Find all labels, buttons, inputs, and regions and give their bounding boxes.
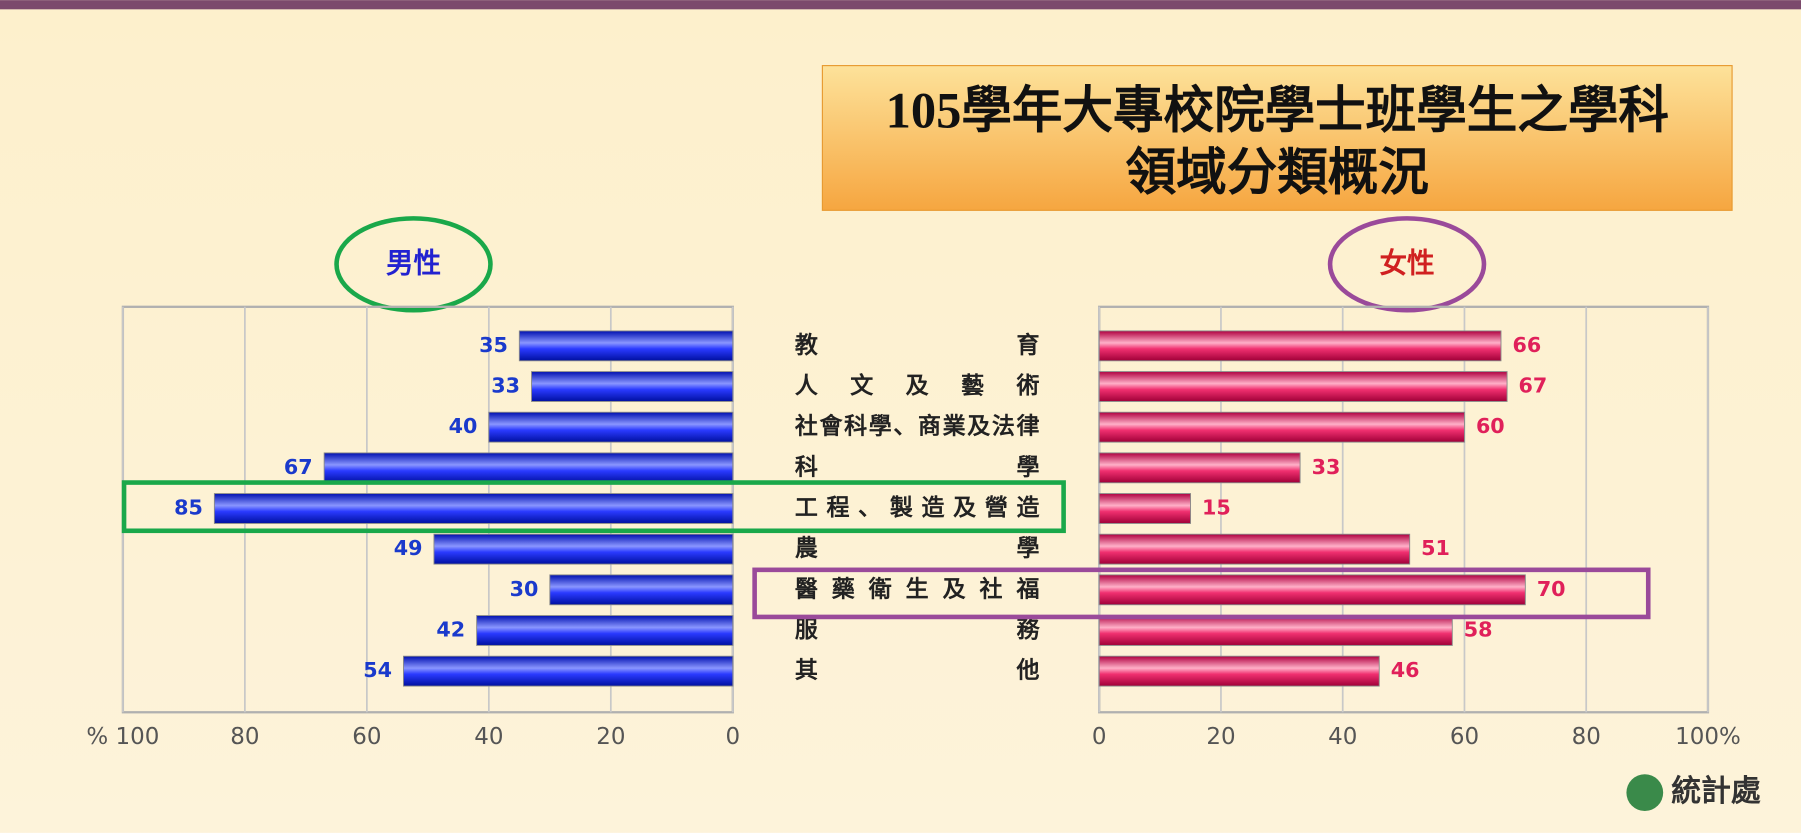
bar (1099, 412, 1464, 442)
x-tick-label: 60 (1450, 724, 1479, 750)
x-tick-label: 20 (596, 724, 625, 750)
bar (1099, 453, 1300, 483)
x-tick-label: 0 (1092, 724, 1107, 750)
bar (1099, 656, 1379, 686)
value-label: 33 (1312, 455, 1341, 479)
value-label: 66 (1512, 333, 1541, 357)
x-tick-label: % 100 (86, 724, 159, 750)
x-tick-label: 0 (725, 724, 740, 750)
value-label: 67 (284, 455, 313, 479)
chart-title: 105學年大專校院學士班學生之學科領域分類概況 (864, 81, 1691, 205)
value-label: 54 (363, 658, 392, 682)
title-holder: 105學年大專校院學士班學生之學科領域分類概況 (822, 81, 1732, 207)
value-label: 30 (510, 577, 539, 601)
bar (519, 331, 732, 361)
x-tick-label: 100% (1675, 724, 1741, 750)
bar (1099, 616, 1452, 646)
bar (532, 372, 733, 402)
value-label: 46 (1391, 658, 1420, 682)
bar (1099, 494, 1190, 524)
bar (324, 453, 733, 483)
x-tick-label: 60 (352, 724, 381, 750)
bar (489, 412, 733, 442)
logo-text: 統計處 (1671, 774, 1761, 809)
value-label: 33 (491, 374, 520, 398)
bar (477, 616, 733, 646)
bar (1099, 372, 1507, 402)
value-label: 49 (394, 536, 423, 560)
bar (214, 494, 732, 524)
logo-icon (1626, 774, 1663, 811)
chart: 105學年大專校院學士班學生之學科領域分類概況 男性 女性 % 100 80 60 4… (0, 0, 1801, 833)
value-label: 51 (1421, 536, 1450, 560)
value-label: 40 (449, 414, 478, 438)
value-label: 70 (1537, 577, 1566, 601)
x-tick-label: 20 (1206, 724, 1235, 750)
category-label: 社會科學、商業及法律 (795, 413, 1040, 440)
x-tick-label: 80 (1572, 724, 1601, 750)
top-strip (0, 0, 1801, 9)
value-label: 58 (1464, 617, 1493, 641)
x-tick-label: 40 (474, 724, 503, 750)
value-label: 42 (436, 617, 465, 641)
bar (403, 656, 732, 686)
x-tick-label: 40 (1328, 724, 1357, 750)
legend-label: 女性 (1379, 247, 1434, 279)
value-label: 60 (1476, 414, 1505, 438)
bar (1099, 331, 1501, 361)
legend-label: 男性 (386, 247, 441, 279)
x-tick-label: 80 (230, 724, 259, 750)
bar (1099, 575, 1525, 605)
value-label: 67 (1519, 374, 1548, 398)
bar (550, 575, 733, 605)
value-label: 15 (1202, 496, 1231, 520)
value-label: 85 (174, 496, 203, 520)
bar (1099, 534, 1409, 564)
value-label: 35 (479, 333, 508, 357)
bar (434, 534, 733, 564)
